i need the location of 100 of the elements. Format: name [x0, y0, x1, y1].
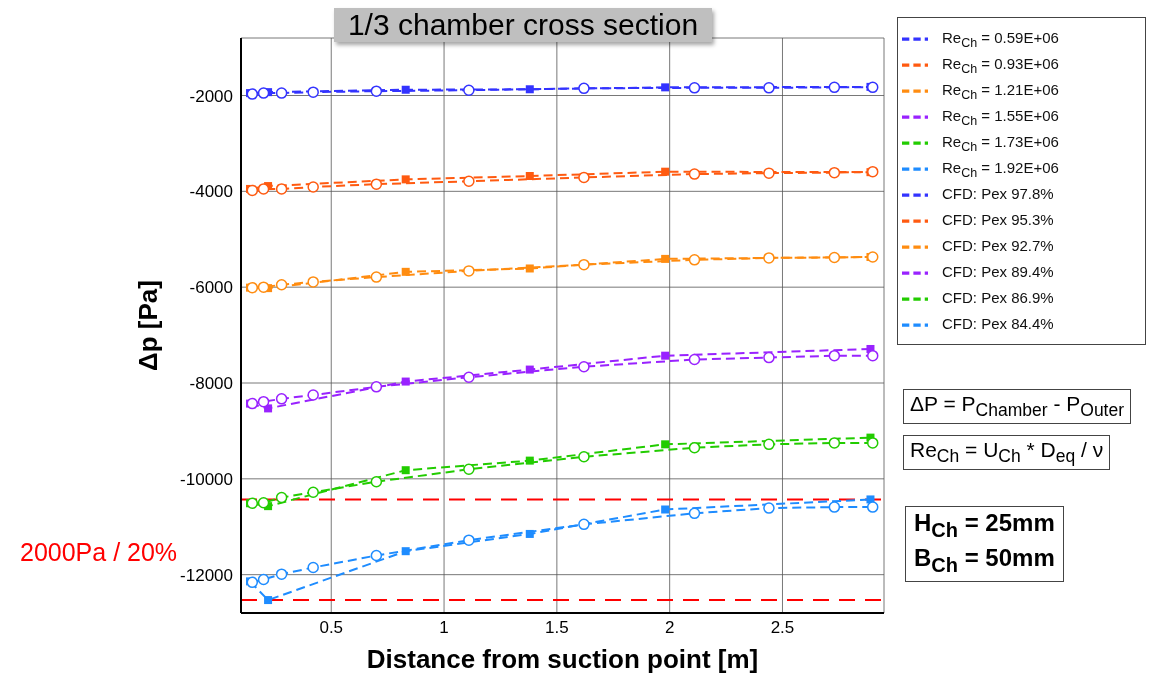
point: [257, 497, 270, 509]
point: [463, 84, 475, 96]
point: [688, 168, 701, 180]
point: [763, 502, 775, 514]
point: [525, 456, 534, 465]
legend-label: CFD: Pex 89.4%: [942, 263, 1054, 281]
x-tick-label: 2.5: [770, 618, 795, 638]
legend-label: CFD: Pex 95.3%: [942, 211, 1054, 229]
point: [828, 437, 841, 449]
point: [246, 576, 259, 589]
point: [763, 252, 775, 264]
point: [275, 568, 288, 580]
point: [463, 265, 475, 277]
point: [401, 466, 410, 475]
point: [275, 87, 288, 99]
point: [828, 349, 841, 362]
x-tick-label: 1: [439, 618, 449, 638]
point: [866, 501, 879, 513]
point: [866, 349, 879, 362]
point: [370, 381, 383, 393]
point: [463, 463, 475, 475]
point: [688, 82, 701, 94]
point: [828, 81, 841, 94]
y-tick-label: -12000: [180, 565, 233, 585]
point: [578, 258, 590, 271]
point: [246, 184, 259, 197]
point: [763, 351, 775, 364]
point: [275, 183, 288, 195]
point: [257, 87, 270, 99]
point: [661, 167, 670, 176]
point: [578, 171, 590, 184]
point: [866, 437, 879, 449]
point: [246, 88, 259, 100]
chart-title: 1/3 chamber cross section: [333, 8, 713, 42]
point: [370, 178, 383, 190]
point: [688, 353, 701, 366]
point: [661, 505, 670, 514]
point: [525, 529, 534, 538]
point: [401, 175, 410, 184]
point: [578, 82, 590, 95]
point: [257, 395, 270, 408]
point: [688, 507, 701, 520]
y-tick-label: -8000: [189, 374, 233, 394]
point: [688, 254, 701, 266]
point: [525, 172, 534, 180]
point: [401, 267, 410, 276]
legend-label: CFD: Pex 92.7%: [942, 237, 1054, 255]
y-tick-label: -2000: [189, 86, 233, 106]
point: [275, 491, 288, 504]
point: [578, 518, 590, 531]
point: [525, 365, 534, 374]
point: [370, 271, 383, 283]
legend-label: CFD: Pex 84.4%: [942, 315, 1054, 333]
point: [463, 175, 475, 188]
point: [370, 85, 383, 97]
point: [257, 281, 270, 293]
legend-label: CFD: Pex 86.9%: [942, 289, 1054, 307]
point: [370, 549, 383, 562]
text: 2000Pa / 20%: [20, 538, 178, 566]
point: [257, 573, 270, 586]
point: [307, 181, 319, 193]
point: [401, 85, 410, 94]
text: H$_{Ch}$ = 25mm: [914, 509, 1055, 541]
point: [246, 281, 259, 294]
legend-label: Re$_{Ch}$ = 1.55E+06: [942, 107, 1059, 129]
point: [661, 83, 670, 92]
point: [828, 501, 841, 513]
x-tick-label: 0.5: [319, 618, 344, 638]
point: [370, 475, 383, 488]
text: ΔP = P$_{Chamber}$ - P$_{Outer}$: [910, 392, 1125, 421]
point: [246, 497, 259, 510]
point: [688, 441, 701, 454]
point: [763, 167, 775, 179]
legend-label: Re$_{Ch}$ = 1.92E+06: [942, 159, 1059, 181]
text: Re$_{Ch}$ = U$_{Ch}$ * D$_{eq}$ / ν: [910, 438, 1104, 467]
y-tick-label: -4000: [189, 182, 233, 202]
x-tick-label: 1.5: [545, 618, 569, 638]
y-tick-label: -10000: [180, 469, 233, 489]
point: [828, 166, 841, 179]
point: [661, 351, 670, 360]
point: [661, 254, 670, 263]
legend-label: CFD: Pex 97.8%: [942, 185, 1054, 203]
text: B$_{Ch}$ = 50mm: [914, 543, 1055, 576]
legend-label: Re$_{Ch}$ = 0.59E+06: [942, 29, 1059, 51]
y-tick-label: -6000: [189, 278, 233, 298]
point: [463, 371, 475, 383]
point: [578, 360, 590, 373]
point: [307, 389, 319, 401]
point: [661, 440, 670, 449]
point: [578, 451, 590, 463]
point: [307, 276, 319, 288]
point: [257, 183, 270, 195]
point: [828, 251, 841, 264]
y-axis-title: Δp [Pa]: [133, 280, 164, 371]
point: [401, 547, 410, 556]
point: [275, 393, 288, 405]
point: [401, 377, 410, 386]
point: [307, 486, 319, 498]
legend-label: Re$_{Ch}$ = 0.93E+06: [942, 55, 1059, 77]
point: [763, 82, 775, 94]
